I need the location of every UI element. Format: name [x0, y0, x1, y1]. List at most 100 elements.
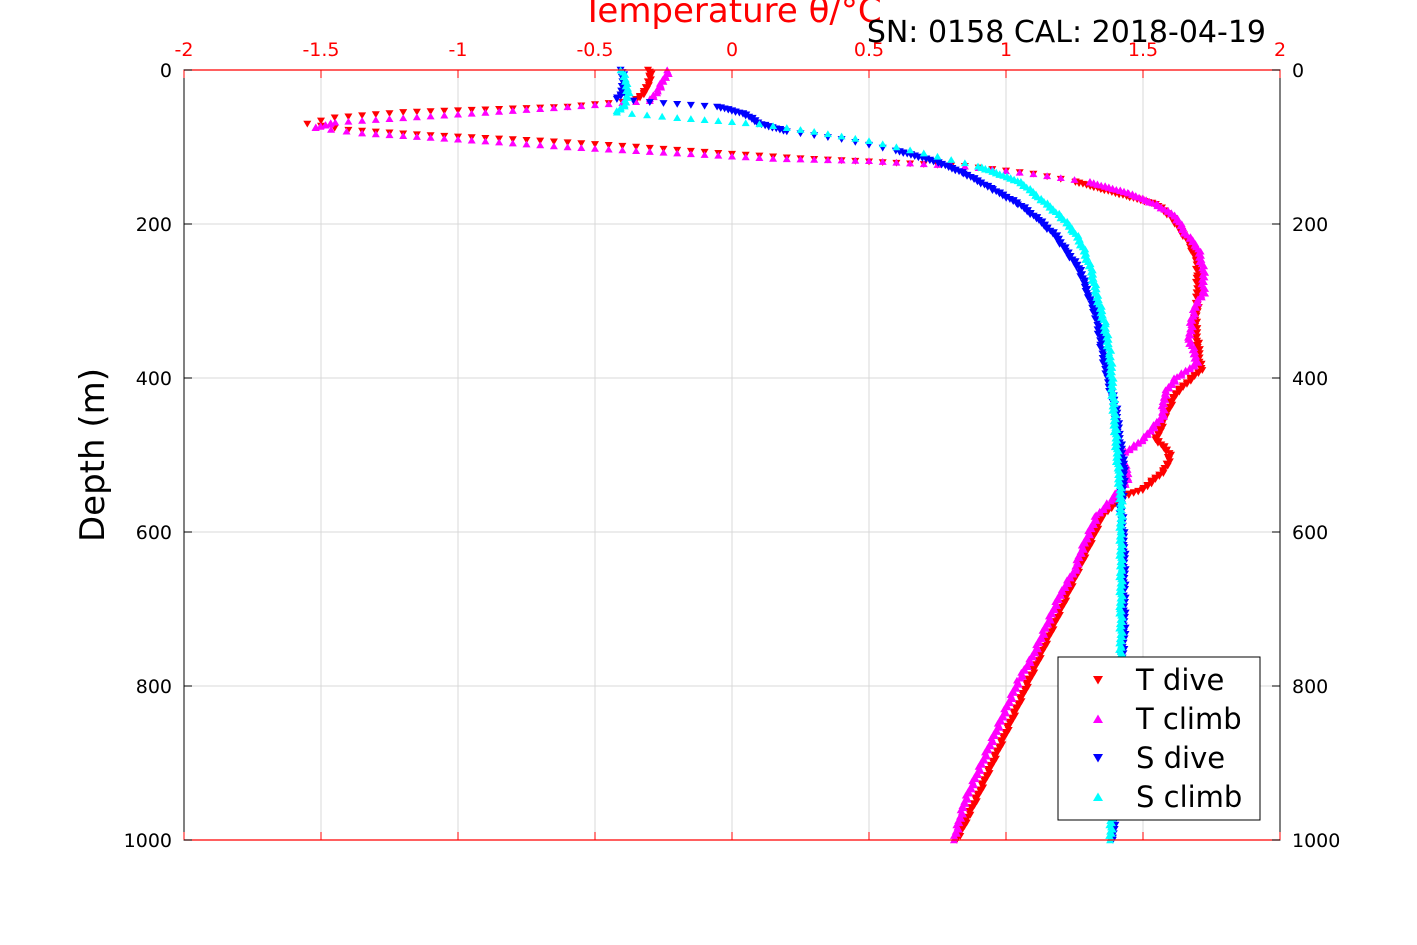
data-point [371, 130, 380, 138]
legend-marker [1093, 714, 1103, 723]
data-point [837, 156, 846, 164]
data-point [327, 125, 336, 133]
data-point [1162, 448, 1171, 456]
legend-label: S dive [1136, 741, 1225, 775]
data-point [1151, 436, 1160, 444]
x-ticks: -2 -1.5 -1 -0.5 0 0.5 1 1.5 2 [175, 39, 1286, 840]
data-point [1027, 673, 1036, 681]
data-point [1098, 515, 1107, 523]
x-tick-label: 0 [726, 39, 738, 61]
data-point [741, 119, 750, 127]
data-point [1030, 669, 1039, 677]
data-point [342, 127, 351, 135]
data-point [1159, 444, 1168, 452]
series-t-climb [311, 66, 1210, 844]
data-point [974, 792, 983, 800]
y-tick-label-right: 1000 [1292, 830, 1340, 852]
data-point [563, 139, 572, 147]
data-point [686, 150, 695, 158]
data-point [549, 142, 558, 150]
y-ticks: 0 0 200 200 400 400 600 600 800 800 1000 1000 [124, 60, 1341, 852]
data-point [632, 98, 641, 106]
data-point [967, 806, 976, 813]
x-tick-label: 1.5 [1128, 39, 1158, 61]
data-point [1055, 240, 1064, 248]
data-point [728, 152, 736, 160]
data-point [1034, 659, 1043, 666]
data-point [755, 154, 764, 161]
data-point [1047, 630, 1056, 638]
data-point [645, 148, 654, 155]
data-point [741, 153, 750, 161]
series-s-climb [612, 66, 1127, 844]
data-point [983, 774, 992, 781]
data-point [618, 146, 627, 154]
data-point [1072, 263, 1081, 271]
data-point [522, 106, 531, 113]
data-point [612, 108, 621, 116]
data-point [947, 156, 956, 163]
data-point [385, 110, 394, 118]
y-tick-label-left: 600 [136, 522, 172, 544]
data-point [999, 735, 1008, 742]
data-point [1049, 626, 1058, 634]
data-point [700, 102, 709, 110]
data-point [399, 132, 408, 139]
data-point [714, 151, 723, 159]
data-point [769, 122, 778, 130]
data-point [810, 155, 819, 163]
data-point [991, 755, 1000, 763]
data-point [976, 788, 985, 796]
data-point [1070, 176, 1079, 183]
data-point [837, 132, 846, 140]
legend-label: T dive [1135, 663, 1224, 697]
data-point [658, 112, 667, 120]
y-tick-label-right: 800 [1292, 676, 1328, 698]
data-point [700, 151, 709, 158]
data-point [906, 159, 915, 167]
data-point [1036, 655, 1045, 662]
data-point [426, 112, 435, 120]
legend-label: S climb [1136, 780, 1242, 814]
y-tick-label-left: 400 [136, 368, 172, 390]
data-point [1063, 591, 1072, 599]
data-point [495, 138, 504, 146]
data-point [1059, 601, 1068, 609]
data-point [643, 111, 652, 119]
data-point [371, 116, 380, 123]
x-tick-label: 2 [1274, 39, 1286, 61]
data-point [412, 113, 421, 121]
series-s-dive [612, 66, 1130, 844]
data-point [659, 148, 668, 156]
data-point [1169, 395, 1178, 403]
data-point [358, 117, 367, 124]
data-point [311, 124, 320, 131]
data-point [358, 112, 367, 120]
data-point [1068, 256, 1077, 264]
data-point [1193, 318, 1202, 326]
data-point [686, 101, 695, 109]
data-point [985, 770, 994, 777]
data-point [980, 778, 989, 786]
legend-marker [1093, 676, 1103, 685]
data-point [629, 97, 638, 105]
data-point [399, 109, 408, 116]
data-point [440, 134, 449, 142]
data-point [755, 120, 764, 128]
data-point [1062, 597, 1071, 605]
x-tick-label: 0.5 [854, 39, 884, 61]
data-point [481, 108, 490, 116]
data-point [454, 135, 462, 143]
data-point [769, 154, 778, 162]
data-point [1061, 247, 1070, 255]
data-point [1008, 716, 1017, 724]
data-point [508, 107, 517, 114]
data-point [1012, 706, 1021, 714]
data-point [385, 115, 394, 123]
data-point [995, 745, 1004, 753]
data-point [344, 113, 353, 121]
data-point [1063, 251, 1072, 259]
data-point [344, 117, 353, 125]
data-point [960, 159, 969, 167]
